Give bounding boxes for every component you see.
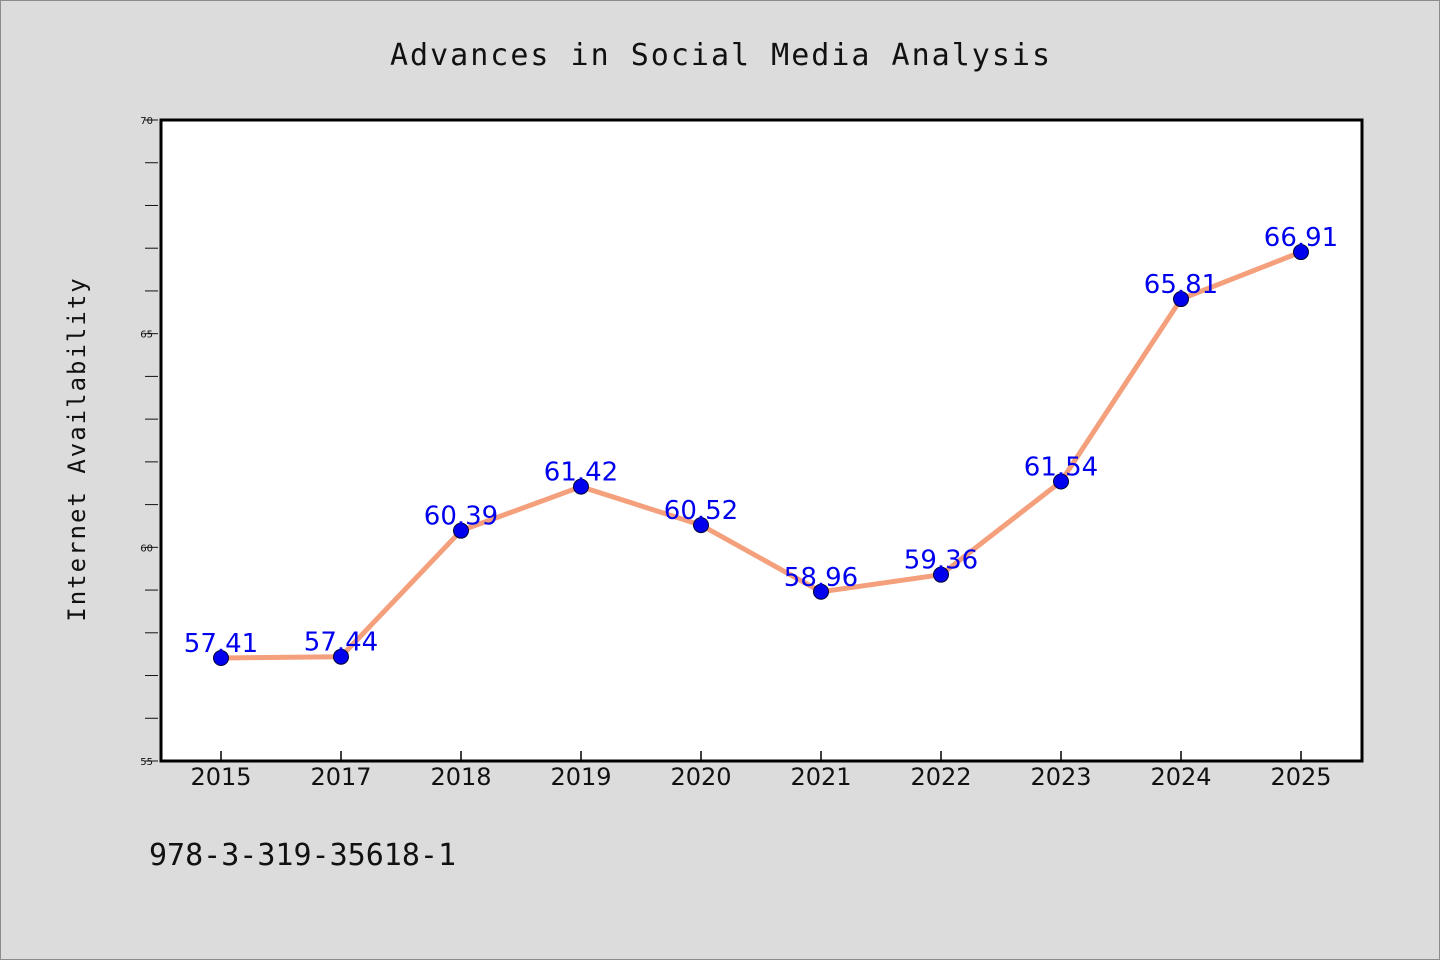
x-tick-label: 2025 — [1270, 763, 1331, 791]
x-tick-label: 2019 — [550, 763, 611, 791]
data-point-marker — [693, 517, 709, 534]
x-tick-label: 2024 — [1150, 763, 1211, 791]
x-tick-label: 2017 — [310, 763, 371, 791]
data-labels: 57.41 57.44 60.39 61.42 60.52 58.96 59.36 61.54… — [184, 223, 1338, 659]
data-point-marker — [933, 566, 949, 583]
y-axis-ticks: 55 60 65 70 — [140, 116, 153, 768]
x-tick-label: 2023 — [1030, 763, 1091, 791]
data-label: 57.41 — [184, 629, 258, 659]
data-label: 60.39 — [424, 502, 498, 532]
data-label: 66.91 — [1264, 223, 1338, 253]
data-point-marker — [573, 478, 589, 495]
x-tick-label: 2015 — [190, 763, 251, 791]
chart-title: Advances in Social Media Analysis — [390, 38, 1052, 73]
data-point-marker — [813, 583, 829, 600]
data-point-marker — [1173, 291, 1189, 308]
plot-area — [161, 120, 1362, 761]
y-axis-label: Internet Availability — [63, 276, 91, 621]
x-tick-label: 2022 — [910, 763, 971, 791]
data-point-marker — [1053, 473, 1069, 490]
y-tick-label: 55 — [140, 757, 153, 768]
y-tick-label: 60 — [140, 543, 153, 554]
x-tick-label: 2021 — [790, 763, 851, 791]
y-minor-ticks — [145, 119, 158, 762]
data-point-marker — [1293, 244, 1309, 261]
x-tick-label: 2018 — [430, 763, 491, 791]
data-label: 60.52 — [664, 496, 738, 526]
data-label: 61.54 — [1024, 453, 1098, 483]
data-point-marker — [453, 522, 469, 539]
data-label: 61.42 — [544, 458, 618, 488]
data-label: 59.36 — [904, 546, 978, 576]
data-label: 65.81 — [1144, 270, 1218, 300]
data-label: 57.44 — [304, 628, 378, 658]
plot-frame — [159, 118, 1364, 763]
y-tick-label: 70 — [140, 116, 153, 127]
data-point-marker — [333, 648, 349, 665]
data-point-marker — [213, 650, 229, 667]
y-tick-label: 65 — [140, 330, 153, 341]
isbn-footer: 978-3-319-35618-1 — [149, 838, 456, 873]
data-markers — [213, 244, 1309, 667]
data-label: 58.96 — [784, 563, 858, 593]
x-tick-label: 2020 — [670, 763, 731, 791]
series-line — [218, 249, 1304, 661]
x-axis-ticks: 2015 2017 2018 2019 2020 2021 2022 2023 2024 2025 — [190, 751, 1332, 791]
